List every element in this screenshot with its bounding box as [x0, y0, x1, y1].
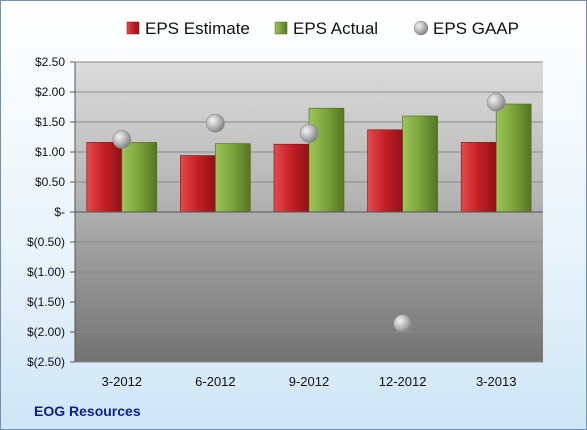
x-category-label: 6-2012	[195, 374, 235, 389]
legend-swatch-eps-actual	[274, 21, 288, 35]
bar-eps-actual	[121, 142, 158, 213]
bar-eps-estimate	[180, 155, 216, 213]
legend-label: EPS GAAP	[433, 19, 519, 38]
x-axis: 3-2012 6-2012 9-2012 12-2012 3-2013	[75, 211, 543, 389]
legend-label: EPS Estimate	[145, 19, 250, 38]
y-tick-label: $(2.50)	[27, 355, 65, 369]
bar-eps-actual	[495, 103, 532, 213]
legend-label: EPS Actual	[293, 19, 378, 38]
gaap-markers	[112, 92, 506, 333]
bar-eps-actual	[308, 107, 345, 213]
bar-eps-estimate	[460, 142, 497, 213]
y-tick-label: $2.50	[35, 55, 65, 69]
x-category-label: 9-2012	[289, 374, 329, 389]
bars	[86, 103, 532, 213]
marker-eps-gaap	[486, 92, 506, 112]
marker-eps-gaap	[299, 124, 319, 143]
legend-swatch-eps-estimate	[126, 21, 140, 35]
y-tick-label: $0.50	[35, 175, 65, 189]
bar-eps-estimate	[367, 129, 403, 213]
bar-eps-actual	[402, 115, 438, 213]
y-tick-label: $(0.50)	[27, 235, 65, 249]
marker-eps-gaap	[206, 113, 225, 133]
marker-eps-gaap	[112, 130, 132, 149]
marker-eps-gaap	[393, 314, 412, 333]
y-tick-label: $(1.50)	[27, 295, 65, 309]
y-tick-label: $(2.00)	[27, 325, 65, 339]
bar-eps-estimate	[86, 142, 123, 213]
x-category-label: 3-2012	[102, 374, 142, 389]
y-tick-label: $1.50	[35, 115, 65, 129]
x-category-label: 3-2013	[476, 374, 516, 389]
y-axis: $2.50 $2.00 $1.50 $1.00 $0.50 $- $(0.50) $(1.00…	[27, 55, 76, 369]
x-category-label: 12-2012	[379, 374, 427, 389]
legend-swatch-eps-gaap	[413, 20, 429, 36]
y-tick-label: $1.00	[35, 145, 65, 159]
bar-eps-actual	[215, 143, 251, 213]
y-tick-label: $(1.00)	[27, 265, 65, 279]
bar-eps-estimate	[273, 143, 310, 213]
y-tick-label: $2.00	[35, 85, 65, 99]
y-tick-label: $-	[54, 205, 65, 219]
legend: EPS Estimate EPS Actual EPS GAAP	[126, 19, 519, 38]
company-name: EOG Resources	[34, 403, 141, 419]
